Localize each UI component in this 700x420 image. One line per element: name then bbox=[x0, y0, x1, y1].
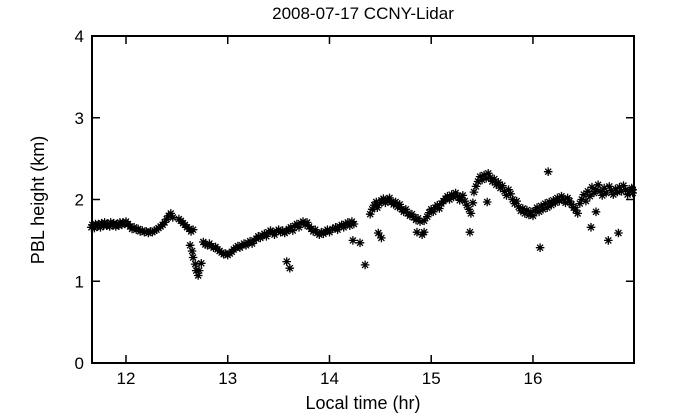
y-tick-label-4: 4 bbox=[75, 27, 84, 46]
plot-area bbox=[92, 36, 634, 363]
axis-ticks bbox=[92, 35, 634, 364]
y-tick-label-2: 2 bbox=[75, 191, 84, 210]
x-tick-label-12: 12 bbox=[117, 369, 136, 388]
x-tick-labels: 12 13 14 15 16 bbox=[117, 369, 543, 388]
y-tick-label-0: 0 bbox=[75, 354, 84, 373]
chart-title: 2008-07-17 CCNY-Lidar bbox=[272, 4, 454, 23]
x-tick-label-15: 15 bbox=[422, 369, 441, 388]
y-axis-label: PBL height (km) bbox=[28, 136, 48, 264]
asterisk-marker-path bbox=[87, 167, 637, 280]
x-tick-label-16: 16 bbox=[524, 369, 543, 388]
scatter-markers bbox=[87, 167, 637, 280]
x-axis-label: Local time (hr) bbox=[305, 393, 420, 413]
x-tick-label-13: 13 bbox=[218, 369, 237, 388]
x-tick-label-14: 14 bbox=[320, 369, 339, 388]
y-tick-label-3: 3 bbox=[75, 109, 84, 128]
tick-marks bbox=[92, 35, 634, 364]
y-tick-label-1: 1 bbox=[75, 272, 84, 291]
y-tick-labels: 0 1 2 3 4 bbox=[75, 27, 84, 373]
